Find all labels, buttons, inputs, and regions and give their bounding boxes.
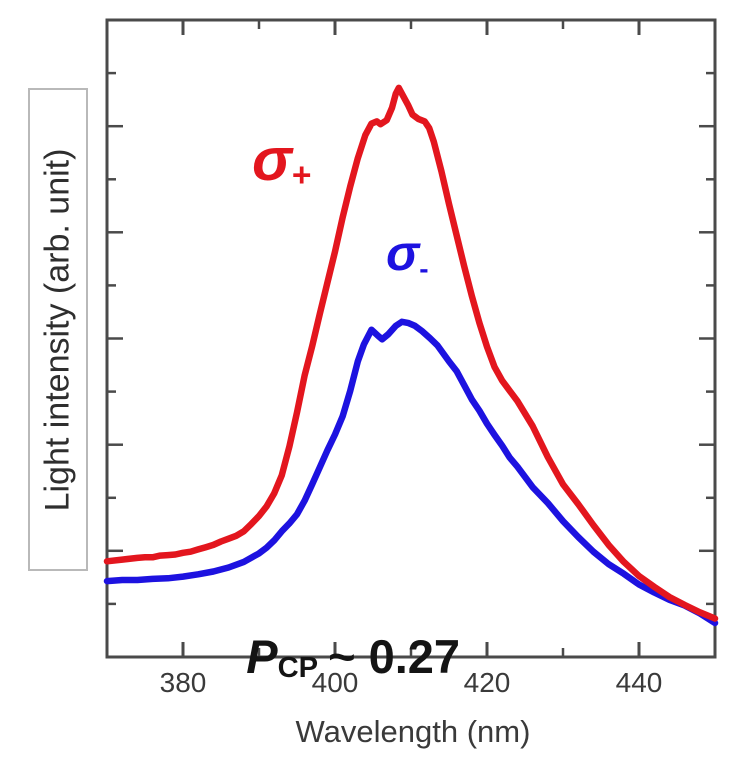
sigma-minus-subscript: - <box>419 253 429 285</box>
annotation-value: ~ 0.27 <box>328 629 461 683</box>
x-tick-label: 440 <box>616 667 663 698</box>
annotation-p: P <box>246 629 278 683</box>
sigma-minus-curve <box>103 318 719 627</box>
x-tick-label: 380 <box>160 667 207 698</box>
sigma-plus-symbol: σ <box>252 126 292 193</box>
x-tick-label: 420 <box>464 667 511 698</box>
series-label-sigma-plus: σ+ <box>252 130 311 193</box>
sigma-minus-symbol: σ <box>386 225 420 281</box>
y-axis-label-box: Light intensity (arb. unit) <box>28 88 88 571</box>
sigma-plus-curve <box>103 84 719 622</box>
x-axis-label: Wavelength (nm) <box>295 714 531 749</box>
y-axis-label: Light intensity (arb. unit) <box>38 148 77 511</box>
series-label-sigma-minus: σ- <box>386 225 429 283</box>
x-tick-label: 400 <box>312 667 359 698</box>
polarization-annotation: PCP ~ 0.27 <box>194 579 460 734</box>
annotation-subscript: CP <box>277 651 319 684</box>
sigma-plus-subscript: + <box>291 157 312 195</box>
